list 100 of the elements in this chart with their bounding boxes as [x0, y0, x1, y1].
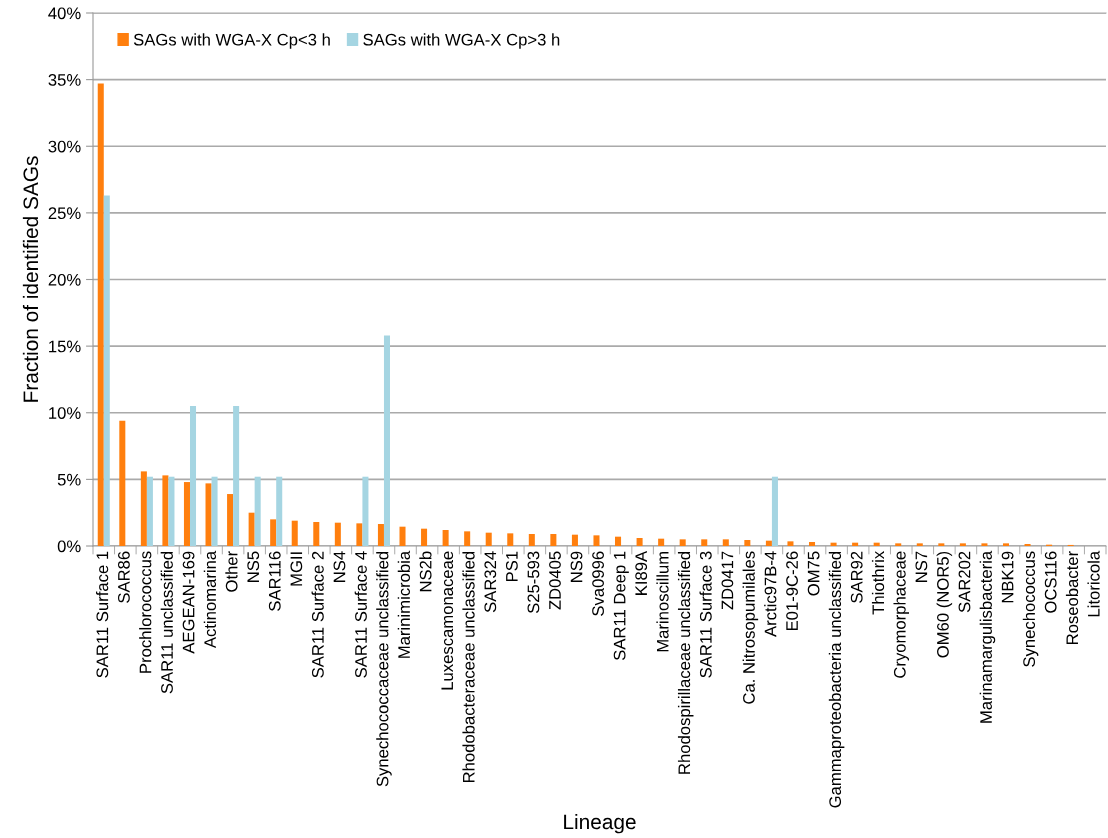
x-tick-label: Arctic97B-4 [764, 551, 777, 637]
x-tick-label: Other [225, 551, 238, 592]
x-tick-label: E01-9C-26 [786, 551, 798, 631]
bar [442, 530, 449, 546]
y-tick-label: 30% [48, 140, 81, 153]
bar [809, 542, 816, 546]
x-tick-label: SAR116 [268, 551, 281, 611]
y-tick-label: 25% [48, 207, 81, 220]
bar [873, 542, 880, 546]
bar [383, 335, 390, 546]
x-axis-title: Lineage [564, 813, 636, 834]
x-tick-label: SAR11 unclassified [160, 551, 173, 694]
bar [233, 406, 240, 546]
x-tick-label: Rhodospirillaceae unclassified [677, 551, 694, 774]
bar [140, 471, 147, 546]
x-tick-label: Marinamargulisbacteria [979, 550, 996, 723]
y-tick-label: 5% [57, 473, 81, 486]
bar [362, 476, 369, 546]
x-tick-label: SAR92 [850, 551, 863, 603]
bar [550, 534, 557, 546]
x-tick-label: NS4 [333, 551, 346, 582]
bar [615, 536, 622, 546]
x-tick-label: SAR202 [958, 551, 971, 613]
x-tick-label: ZD0405 [549, 551, 561, 610]
x-tick-label: SAR11 Surface 3 [699, 551, 712, 678]
bar [744, 540, 751, 546]
bar [895, 543, 902, 546]
bar [1002, 543, 1010, 546]
bar [485, 532, 492, 546]
y-tick-label: 35% [48, 74, 81, 86]
bar [276, 476, 283, 546]
y-tick-label: 15% [49, 340, 81, 353]
x-tick-label: NS7 [915, 551, 928, 582]
bar [356, 523, 363, 546]
bar [103, 195, 110, 546]
bar [464, 531, 471, 546]
y-tick-label: 10% [49, 407, 81, 419]
bar [270, 519, 277, 546]
x-tick-label: Ca. Nitrosopumilales [742, 551, 759, 704]
bar [916, 543, 923, 546]
bar [97, 83, 104, 546]
x-tick-label: Gammaproteobacteria unclassified [828, 551, 845, 808]
x-tick-label: Synechococcus [1022, 551, 1039, 667]
x-tick-label: SAR324 [484, 551, 497, 613]
x-tick-label: ZD0417 [721, 551, 734, 610]
bar [291, 520, 298, 546]
bar [211, 476, 218, 546]
bar [981, 543, 988, 546]
x-tick-label: SAR11 Surface 1 [96, 551, 109, 678]
bar [701, 539, 708, 546]
bar [254, 476, 261, 546]
x-tick-label: SAR86 [118, 551, 130, 603]
bar [421, 528, 428, 546]
bar [377, 524, 384, 546]
x-tick-label: Roseobacter [1065, 551, 1079, 644]
legend-label: SAGs with WGA-X Cp<3 h [133, 33, 330, 49]
x-tick-label: Prochlorococcus [139, 551, 152, 673]
bar [765, 540, 772, 546]
bar [771, 476, 778, 546]
bar [636, 538, 643, 546]
x-tick-label: Cryomorphaceae [893, 551, 910, 678]
bar [248, 512, 255, 546]
bar [679, 539, 686, 546]
bar [959, 543, 966, 546]
x-tick-label: AEGEAN-169 [182, 551, 195, 654]
legend-label: SAGs with WGA-X Cp>3 h [363, 33, 560, 49]
bar [205, 483, 212, 546]
x-tick-label: SAR11 Deep 1 [613, 551, 629, 661]
bar [787, 541, 794, 546]
y-tick-label: 40% [48, 7, 81, 20]
bar [507, 533, 514, 546]
x-tick-label: S25-593 [527, 551, 540, 614]
y-axis-title: Fraction of identified SAGs [22, 156, 39, 402]
bar [146, 476, 153, 546]
x-tick-label: OM75 [807, 551, 820, 596]
bar [852, 542, 859, 546]
x-tick-label: Marinoscillum [656, 551, 669, 652]
bar [189, 406, 197, 546]
x-tick-label: Marinimicrobia [397, 550, 410, 658]
bar [399, 526, 406, 546]
x-tick-label: Thiothrix [871, 551, 885, 615]
x-tick-label: NS2b [419, 551, 432, 592]
x-tick-label: Luxescamonaceae [441, 551, 454, 690]
bar [183, 482, 190, 546]
x-tick-label: NS9 [570, 551, 583, 582]
x-tick-label: PS1 [505, 551, 518, 581]
x-tick-label: NS5 [247, 551, 260, 582]
x-tick-label: MGII [290, 552, 303, 586]
x-tick-label: NBK19 [1001, 551, 1014, 603]
x-tick-label: Synechococcaceae unclassified [376, 551, 392, 787]
x-tick-label: KI89A [635, 550, 648, 595]
x-tick-label: SAR11 Surface 2 [311, 551, 324, 678]
bar [830, 542, 837, 546]
bar [168, 476, 175, 546]
x-tick-label: SAR11 Surface 4 [354, 551, 367, 678]
bar [722, 539, 729, 546]
bar [162, 475, 169, 546]
y-tick-label: 20% [48, 273, 81, 286]
bar [593, 535, 600, 546]
bar [119, 420, 126, 546]
